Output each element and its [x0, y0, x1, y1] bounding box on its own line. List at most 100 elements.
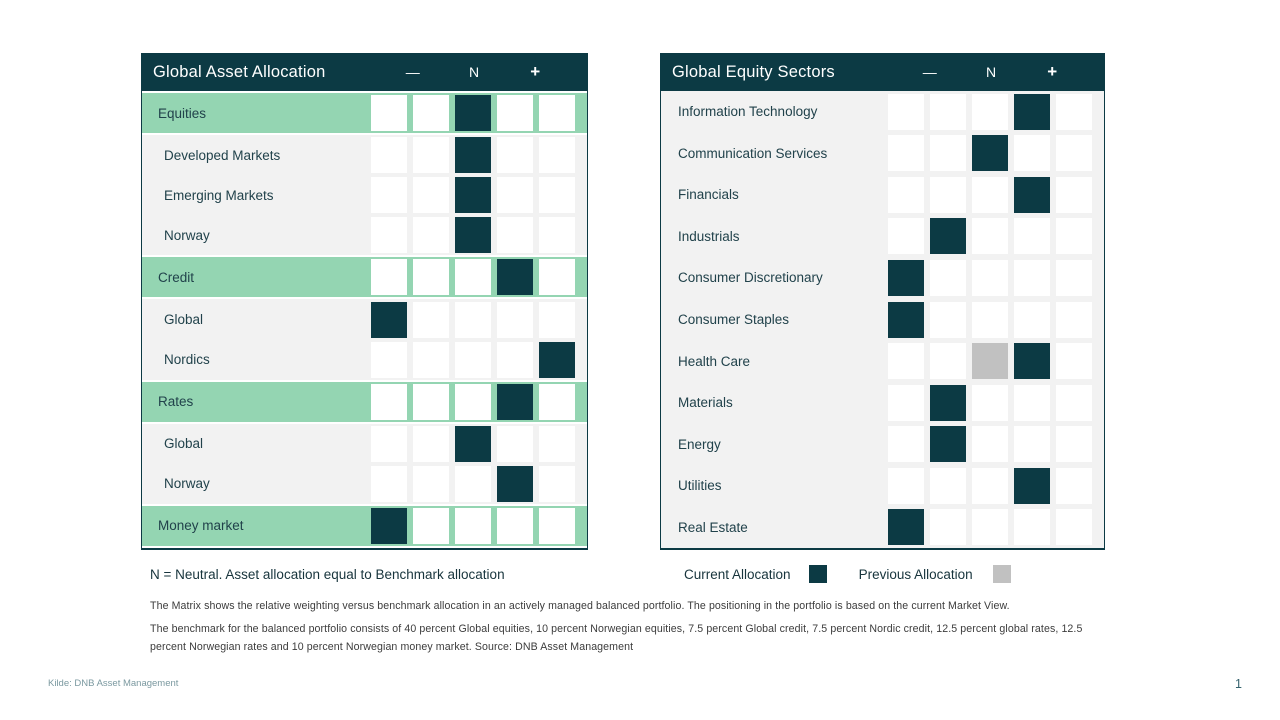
empty-cell — [371, 217, 407, 254]
empty-cell — [930, 509, 966, 546]
row-label: Credit — [158, 269, 195, 285]
row-label: Materials — [678, 395, 733, 411]
row-label: Money market — [158, 518, 244, 534]
empty-cell — [413, 259, 449, 296]
matrix-row: Utilities — [661, 464, 1104, 507]
empty-cell — [413, 465, 449, 502]
matrix-row: Industrials — [661, 215, 1104, 258]
allocation-cells — [371, 217, 575, 254]
allocation-cells — [888, 218, 1092, 255]
empty-cell — [497, 341, 533, 378]
empty-cell — [371, 383, 407, 420]
empty-cell — [539, 217, 575, 254]
source-note: Kilde: DNB Asset Management — [48, 678, 179, 689]
current-allocation-cell — [930, 426, 966, 463]
table-rows: Information Technology Communication Serv… — [661, 91, 1104, 549]
table-rows: Equities Developed Markets Emerging Market… — [142, 91, 587, 549]
empty-cell — [455, 507, 491, 544]
allocation-legend: Current Allocation Previous Allocation — [684, 565, 1011, 583]
row-label: Consumer Discretionary — [678, 270, 823, 286]
empty-cell — [539, 301, 575, 338]
scale-header: — N + — [889, 53, 1093, 91]
empty-cell — [539, 383, 575, 420]
allocation-cells — [888, 343, 1092, 380]
empty-cell — [455, 383, 491, 420]
empty-cell — [930, 176, 966, 213]
empty-cell — [888, 467, 924, 504]
empty-cell — [1056, 384, 1092, 421]
allocation-cells — [371, 95, 575, 132]
scale-neutral-label: N — [985, 64, 997, 80]
matrix-row: Global — [142, 423, 587, 464]
empty-cell — [413, 507, 449, 544]
empty-cell — [1014, 426, 1050, 463]
empty-cell — [1056, 343, 1092, 380]
empty-cell — [1014, 218, 1050, 255]
empty-cell — [371, 465, 407, 502]
allocation-cells — [371, 259, 575, 296]
matrix-row: Consumer Discretionary — [661, 257, 1104, 299]
row-label: Real Estate — [678, 519, 748, 535]
row-label: Nordics — [164, 352, 210, 368]
row-label: Energy — [678, 436, 721, 452]
allocation-cells — [371, 301, 575, 338]
matrix-row: Credit — [142, 255, 587, 300]
current-allocation-cell — [455, 137, 491, 174]
table-title: Global Equity Sectors — [672, 62, 835, 81]
empty-cell — [371, 259, 407, 296]
current-allocation-cell — [888, 301, 924, 338]
scale-minus-label: — — [405, 64, 420, 80]
empty-cell — [497, 217, 533, 254]
table-header: Global Equity Sectors — N + — [660, 53, 1105, 91]
empty-cell — [413, 301, 449, 338]
empty-cell — [930, 301, 966, 338]
matrix-row: Emerging Markets — [142, 175, 587, 216]
empty-cell — [539, 177, 575, 214]
row-label: Equities — [158, 105, 207, 121]
current-allocation-cell — [497, 383, 533, 420]
current-allocation-cell — [1014, 343, 1050, 380]
table-header: Global Asset Allocation — N + — [141, 53, 588, 91]
empty-cell — [1056, 218, 1092, 255]
empty-cell — [497, 177, 533, 214]
current-allocation-label: Current Allocation — [684, 566, 791, 582]
matrix-row: Money market — [142, 503, 587, 549]
allocation-cells — [371, 383, 575, 420]
empty-cell — [371, 177, 407, 214]
empty-cell — [371, 341, 407, 378]
allocation-cells — [888, 467, 1092, 504]
allocation-cells — [371, 137, 575, 174]
matrix-row: Developed Markets — [142, 135, 587, 176]
scale-header: — N + — [372, 53, 576, 91]
current-allocation-cell — [1014, 467, 1050, 504]
scale-plus-label: + — [530, 62, 541, 81]
scale-neutral-label: N — [468, 64, 480, 80]
empty-cell — [972, 384, 1008, 421]
empty-cell — [497, 425, 533, 462]
matrix-row: Consumer Staples — [661, 298, 1104, 341]
empty-cell — [497, 301, 533, 338]
empty-cell — [888, 343, 924, 380]
empty-cell — [888, 426, 924, 463]
empty-cell — [497, 95, 533, 132]
current-allocation-cell — [455, 177, 491, 214]
current-allocation-cell — [497, 465, 533, 502]
empty-cell — [888, 93, 924, 130]
matrix-row: Equities — [142, 91, 587, 136]
current-allocation-cell — [455, 217, 491, 254]
previous-allocation-swatch — [992, 565, 1011, 583]
empty-cell — [972, 259, 1008, 296]
empty-cell — [972, 301, 1008, 338]
empty-cell — [455, 465, 491, 502]
allocation-cells — [888, 301, 1092, 338]
matrix-row: Materials — [661, 381, 1104, 424]
empty-cell — [497, 507, 533, 544]
empty-cell — [1056, 467, 1092, 504]
matrix-row: Financials — [661, 174, 1104, 216]
empty-cell — [1014, 384, 1050, 421]
current-allocation-cell — [930, 384, 966, 421]
empty-cell — [888, 384, 924, 421]
empty-cell — [930, 93, 966, 130]
empty-cell — [1014, 135, 1050, 172]
row-label: Norway — [164, 227, 210, 243]
